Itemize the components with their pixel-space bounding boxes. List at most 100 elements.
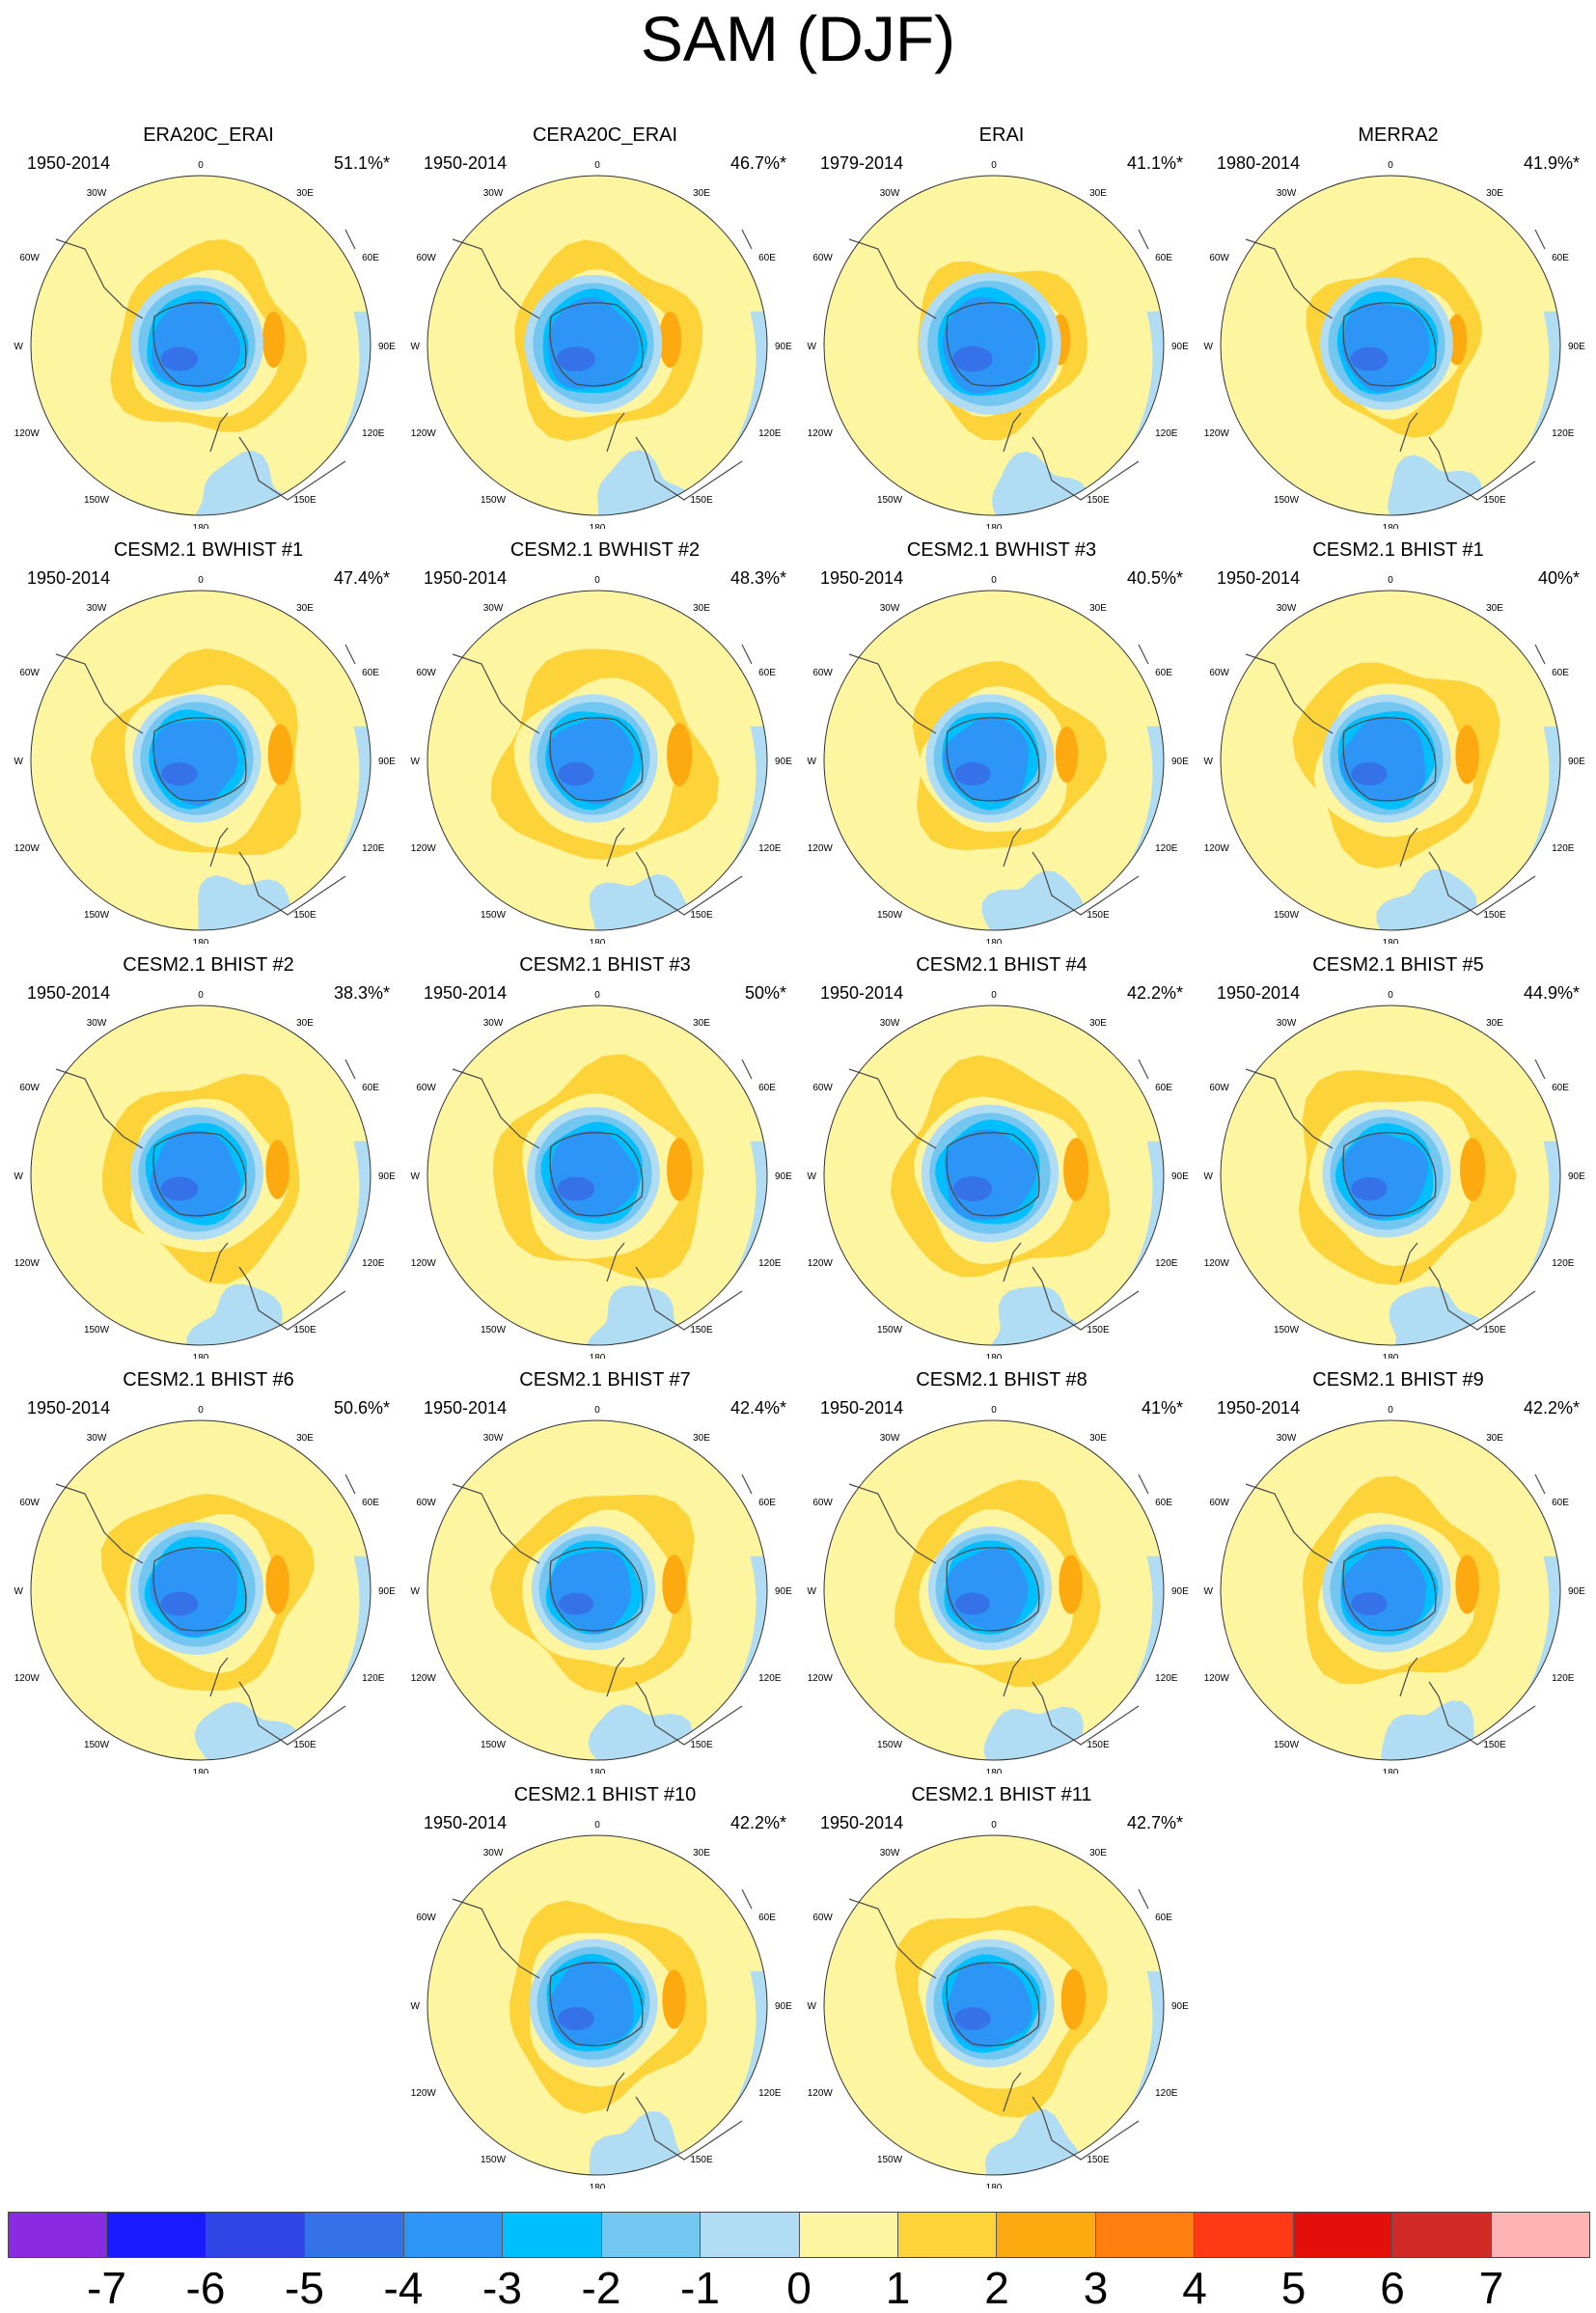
- longitude-label: 30W: [880, 603, 900, 614]
- map-panel: CESM2.1 BWHIST #3 1950-2014 40.5%* 0 30W 30E 6…: [807, 538, 1197, 944]
- contour-neg5-neg4: [953, 1176, 992, 1201]
- longitude-label: 90W: [807, 342, 817, 352]
- field-contours: [824, 176, 1164, 515]
- longitude-label: 0: [594, 1820, 600, 1831]
- colorbar-swatch: [403, 2213, 504, 2257]
- australia-nz-coastline: [1003, 1657, 1140, 1746]
- polar-map: 0 30W 30E 60W 60E 90W 90E 120W 120E 150W 150E 180: [807, 160, 1189, 529]
- australia-nz-coastline: [606, 412, 743, 501]
- colorbar-swatch: [503, 2213, 602, 2257]
- longitude-label: 30W: [880, 188, 900, 199]
- africa-coastline: [1138, 1888, 1149, 1910]
- panel-title: CESM2.1 BHIST #1: [1312, 539, 1484, 561]
- longitude-label: 0: [991, 990, 997, 1001]
- panel-period: 1950-2014: [424, 1813, 508, 1832]
- longitude-label: 90E: [1568, 1171, 1585, 1182]
- contour-neg1-0: [1381, 1700, 1477, 1760]
- longitude-label: 60E: [758, 1498, 776, 1508]
- longitude-label: 0: [991, 1405, 997, 1416]
- longitude-label: 150E: [690, 495, 713, 506]
- longitude-label: 60E: [1155, 1913, 1172, 1923]
- longitude-label: 60W: [416, 1913, 436, 1923]
- panel-period: 1979-2014: [820, 153, 904, 173]
- field-contours: [824, 1420, 1164, 1760]
- south-america-coastline: [452, 653, 540, 734]
- south-america-coastline: [848, 1068, 937, 1149]
- africa-coastline: [741, 1473, 753, 1495]
- australia-nz-coastline: [209, 1657, 346, 1746]
- map-border: [427, 590, 768, 931]
- longitude-label: 90W: [1203, 1171, 1214, 1182]
- longitude-label: 60E: [1552, 1498, 1569, 1508]
- map-panel: ERA20C_ERAI 1950-2014 51.1%* 0 30W 30E 60W 60E 9…: [14, 124, 403, 529]
- panel-variance: 42.7%*: [1126, 1813, 1183, 1832]
- colorbar-tick-label: 0: [786, 2263, 812, 2313]
- colorbar-tick-label: -4: [383, 2263, 424, 2313]
- colorbar-tick-label: 3: [1083, 2263, 1109, 2313]
- polar-map: 0 30W 30E 60W 60E 90W 90E 120W 120E 150W 150E 180: [410, 1405, 792, 1774]
- longitude-label: 60E: [362, 668, 379, 678]
- longitude-label: 150E: [1087, 1325, 1110, 1335]
- longitude-label: 120E: [758, 2088, 782, 2099]
- field-contours: [31, 176, 371, 515]
- panel-title: CESM2.1 BHIST #11: [911, 1784, 1092, 1805]
- contour-neg1-0: [585, 1285, 695, 1345]
- australia-nz-coastline: [1399, 1657, 1536, 1746]
- polar-map: 0 30W 30E 60W 60E 90W 90E 120W 120E 150W 150E 180: [807, 1820, 1189, 2189]
- longitude-label: 30W: [87, 603, 107, 614]
- map-panel: CESM2.1 BWHIST #2 1950-2014 48.3%* 0 30W 30E 6…: [410, 538, 800, 944]
- longitude-label: 180: [590, 1768, 606, 1774]
- longitude-label: 30W: [87, 1018, 107, 1029]
- colorbar-swatch: [1095, 2213, 1196, 2257]
- longitude-label: 150W: [481, 910, 507, 921]
- contour-neg5-neg4: [1350, 346, 1389, 372]
- map-panel: CESM2.1 BHIST #5 1950-2014 44.9%* 0 30W 30E 60…: [1203, 953, 1593, 1359]
- longitude-label: 90W: [1203, 342, 1214, 352]
- longitude-label: 30W: [1277, 188, 1297, 199]
- longitude-label: 90E: [1171, 342, 1189, 352]
- contour-neg5-neg4: [1351, 762, 1388, 785]
- contour-2-3: [1455, 725, 1479, 785]
- contour-2-3: [1055, 726, 1079, 784]
- longitude-label: 180: [193, 1768, 209, 1774]
- map-panel: CESM2.1 BHIST #1 1950-2014 40%* 0 30W 30E 60W 6…: [1203, 538, 1593, 944]
- colorbar-swatch: [1392, 2213, 1492, 2257]
- contour-2-3: [667, 723, 693, 786]
- colorbar-tick-label: -7: [87, 2263, 126, 2313]
- longitude-label: 60E: [758, 668, 776, 678]
- longitude-label: 150E: [1087, 910, 1110, 921]
- australia-nz-coastline: [209, 1242, 346, 1331]
- longitude-label: 180: [986, 1353, 1003, 1359]
- panel-title: CESM2.1 BWHIST #3: [906, 539, 1097, 561]
- longitude-label: 120E: [1552, 843, 1575, 854]
- longitude-label: 0: [198, 1405, 204, 1416]
- longitude-label: 120W: [808, 1258, 834, 1269]
- longitude-label: 120E: [362, 428, 385, 439]
- africa-coastline: [344, 229, 356, 250]
- panel-variance: 46.7%*: [729, 153, 786, 173]
- longitude-label: 120E: [758, 1673, 782, 1684]
- field-contours: [31, 1005, 371, 1345]
- longitude-label: 90W: [1203, 1586, 1214, 1597]
- australia-nz-coastline: [1003, 1242, 1140, 1331]
- antarctica-coastline: [152, 717, 247, 802]
- field-contours: [1221, 1005, 1560, 1345]
- longitude-label: 30E: [296, 603, 314, 614]
- longitude-label: 90E: [775, 342, 792, 352]
- longitude-label: 90E: [775, 757, 792, 767]
- longitude-label: 150W: [877, 495, 903, 506]
- panel-period: 1950-2014: [1217, 983, 1301, 1003]
- south-america-coastline: [1245, 653, 1334, 734]
- panel-variance: 38.3%*: [333, 983, 390, 1003]
- longitude-label: 30E: [296, 1433, 314, 1444]
- longitude-label: 120W: [411, 843, 437, 854]
- longitude-label: 30W: [87, 188, 107, 199]
- field-contours: [1221, 176, 1560, 515]
- longitude-label: 180: [590, 1353, 606, 1359]
- south-america-coastline: [848, 1898, 937, 1979]
- polar-map: 0 30W 30E 60W 60E 90W 90E 120W 120E 150W 150E 180: [1203, 160, 1585, 529]
- australia-nz-coastline: [1399, 827, 1536, 916]
- antarctica-coastline: [1342, 302, 1437, 387]
- south-america-coastline: [452, 1068, 540, 1149]
- longitude-label: 30E: [693, 1018, 710, 1029]
